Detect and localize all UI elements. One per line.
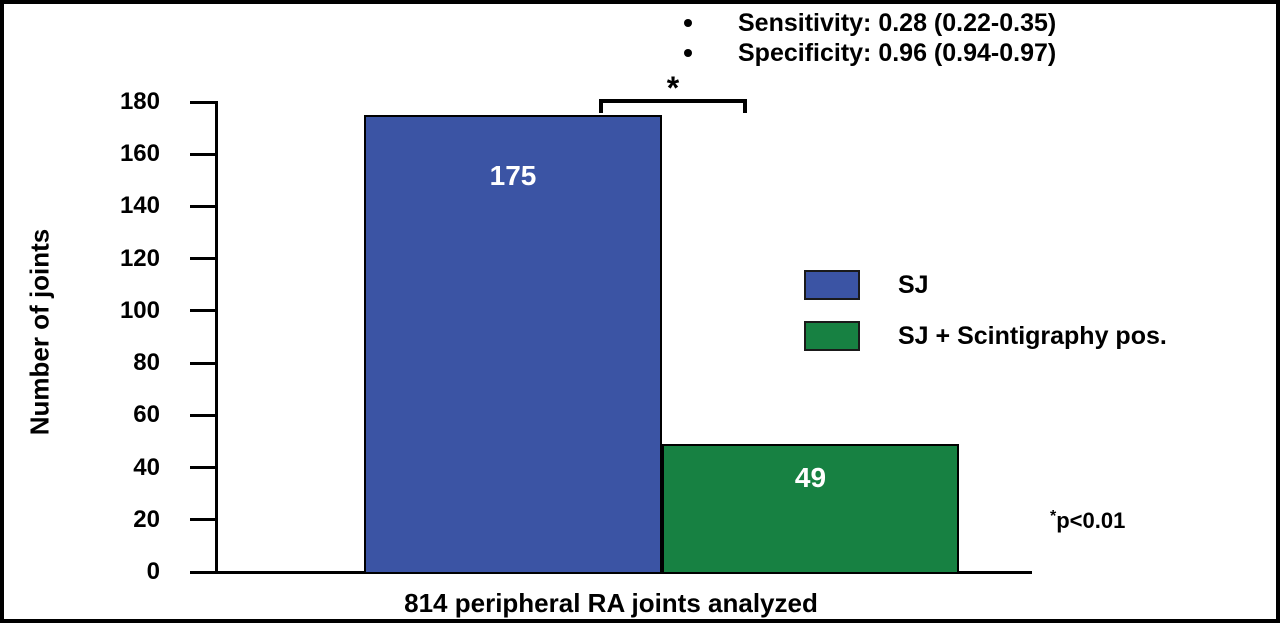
y-tick-label: 80 [133, 349, 160, 377]
significance-asterisk: * [666, 70, 680, 106]
significance-bracket-right-end [743, 99, 747, 113]
bar-sj: 175 [364, 115, 662, 574]
y-tick-mark [190, 466, 216, 470]
y-tick-label: 0 [146, 558, 160, 585]
y-tick-label: 180 [119, 88, 160, 115]
stat-sensitivity-row: Sensitivity: 0.28 (0.22-0.35) [684, 8, 1056, 38]
y-tick-mark [190, 152, 216, 156]
bullet-icon [684, 19, 692, 27]
legend-swatch-sj-scintigraphy [804, 321, 860, 351]
y-axis-title: Number of joints [24, 228, 55, 436]
legend-label-sj-scintigraphy: SJ + Scintigraphy pos. [898, 321, 1167, 350]
specificity-text: Specificity: 0.96 (0.94-0.97) [738, 39, 1057, 67]
x-axis-caption: 814 peripheral RA joints analyzed [404, 588, 818, 618]
y-tick-label: 60 [133, 401, 160, 429]
y-tick-label: 20 [133, 505, 160, 533]
y-tick-mark [190, 309, 216, 313]
y-tick-mark [190, 518, 216, 522]
bar-value-label: 49 [794, 462, 827, 493]
p-value-asterisk: * [1050, 508, 1057, 525]
stats-list: Sensitivity: 0.28 (0.22-0.35) Specificit… [684, 8, 1056, 68]
y-tick-label: 140 [119, 192, 160, 220]
bar-value-label: 175 [489, 160, 537, 191]
bar-sj-scintigraphy: 49 [662, 444, 959, 574]
bullet-icon [684, 49, 692, 57]
p-value-note: *p<0.01 [1050, 506, 1125, 539]
y-tick-mark [190, 413, 216, 417]
legend-swatch-sj [804, 270, 860, 300]
sensitivity-text: Sensitivity: 0.28 (0.22-0.35) [738, 9, 1057, 37]
stat-specificity-row: Specificity: 0.96 (0.94-0.97) [684, 38, 1056, 68]
p-value-text: p<0.01 [1056, 508, 1126, 533]
legend-item-sj: SJ [804, 270, 1167, 300]
y-tick-mark [190, 257, 216, 261]
legend-label-sj: SJ [898, 270, 929, 299]
y-axis-line [215, 101, 218, 574]
y-tick-mark [190, 100, 216, 104]
y-tick-label: 40 [133, 453, 160, 481]
legend-item-sj-scintigraphy: SJ + Scintigraphy pos. [804, 321, 1167, 351]
legend: SJ SJ + Scintigraphy pos. [804, 270, 1167, 372]
y-tick-label: 160 [119, 140, 160, 168]
significance-bracket-left-end [599, 99, 603, 113]
y-tick-label: 120 [119, 244, 160, 272]
y-tick-label: 100 [119, 296, 160, 324]
y-tick-mark [190, 204, 216, 208]
y-tick-mark [190, 570, 216, 574]
y-tick-mark [190, 361, 216, 365]
significance-bracket-bar [599, 99, 747, 103]
